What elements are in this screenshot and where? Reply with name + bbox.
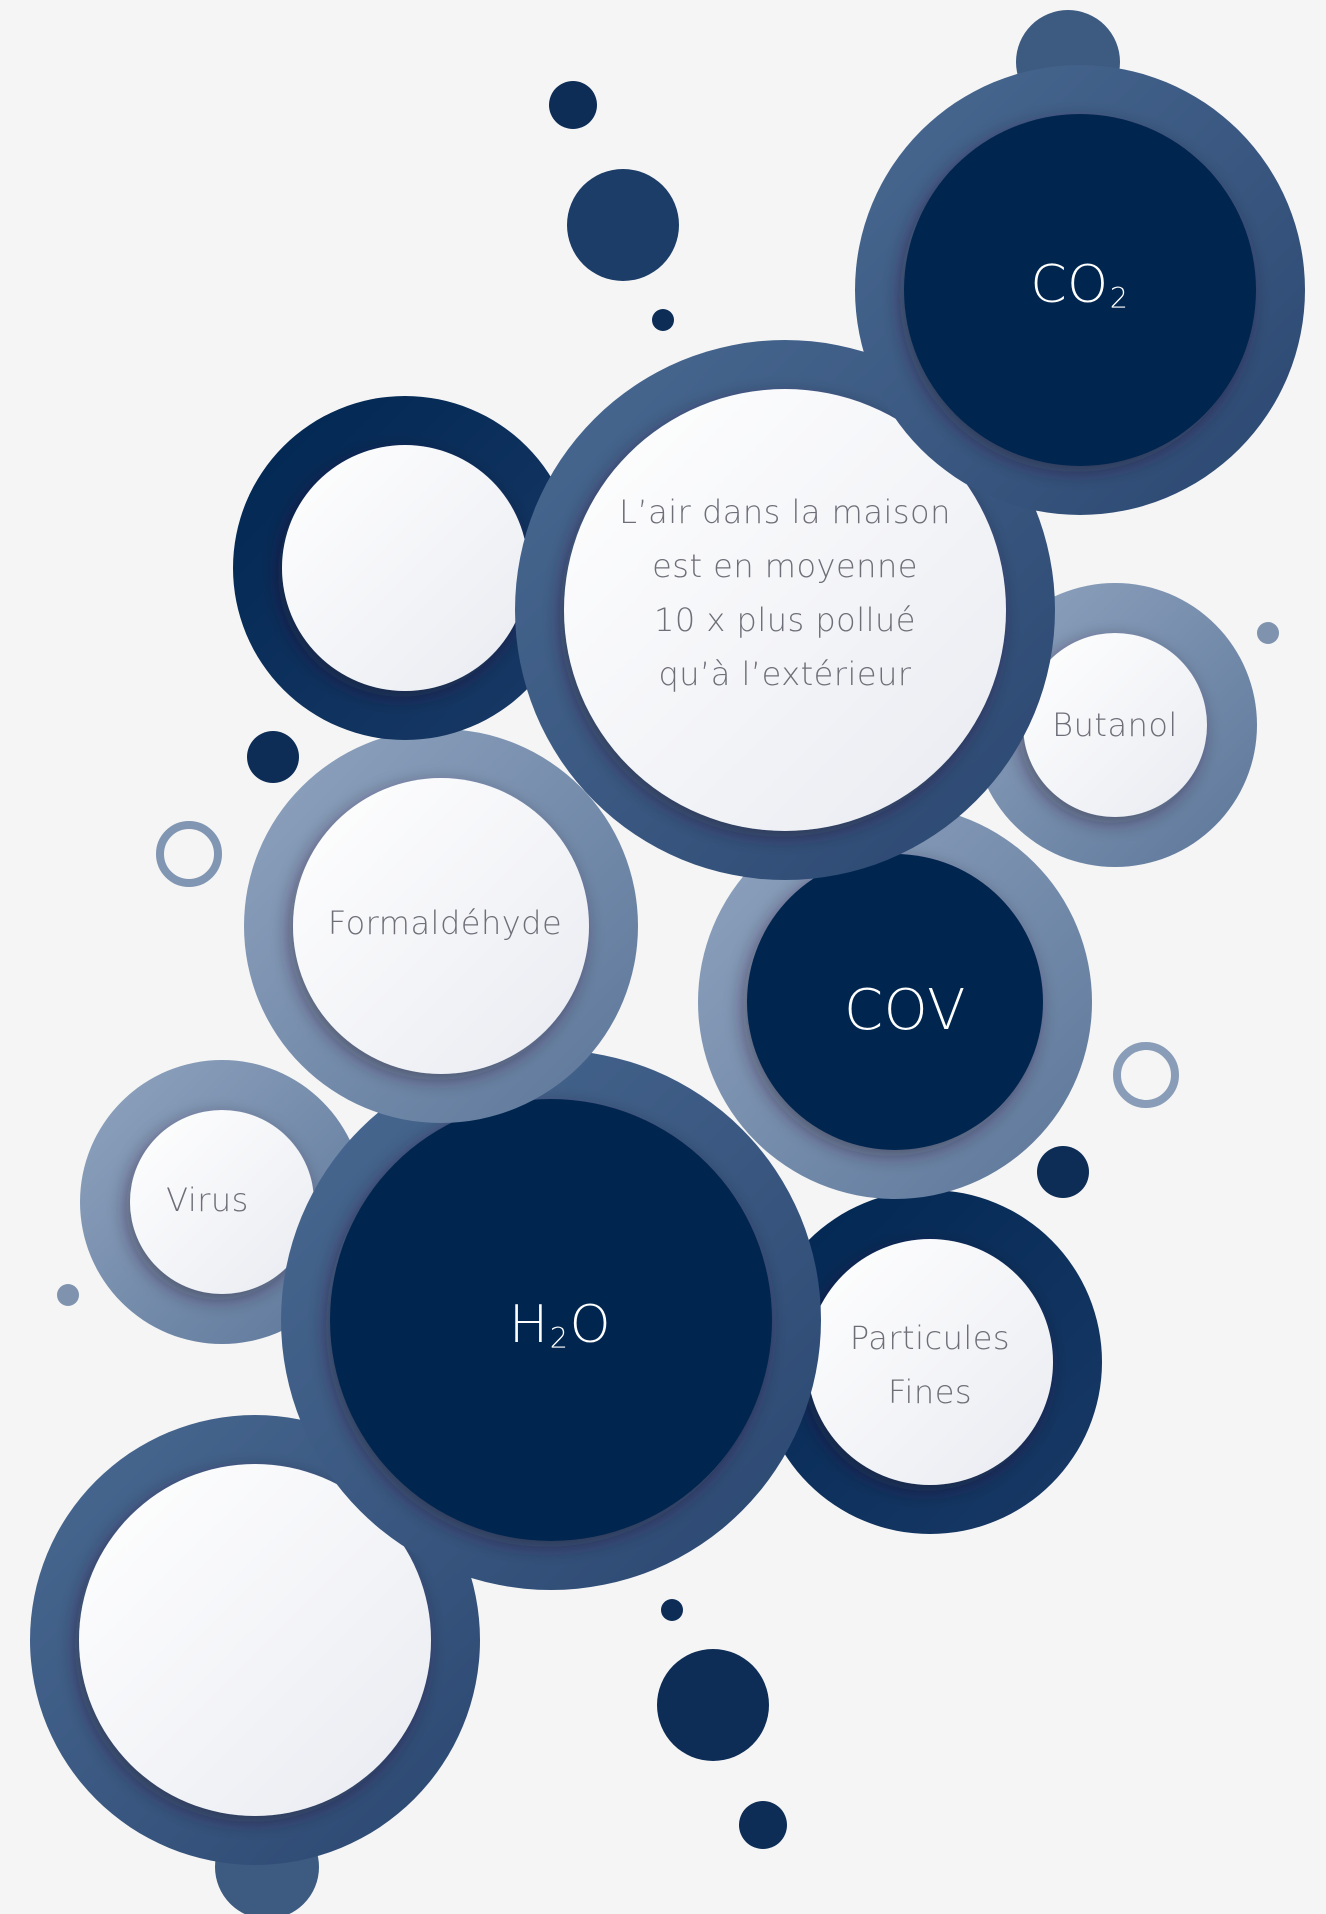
co2-subscript: 2 <box>1109 280 1129 315</box>
headline-line-1: L’air dans la maison <box>619 492 951 531</box>
bubble-headline <box>515 340 1055 880</box>
co2-main: CO <box>1030 255 1109 315</box>
h2o-subscript: 2 <box>549 1320 569 1355</box>
co2-label: CO 2 <box>980 240 1180 330</box>
headline-line-3: 10 x plus pollué <box>654 600 916 639</box>
dot-top-c <box>652 309 674 331</box>
particules-line-2: Fines <box>887 1373 973 1411</box>
dot-right-a <box>1257 622 1279 644</box>
dot-bottom-c <box>739 1801 787 1849</box>
bubble-particules <box>758 1190 1102 1534</box>
h2o-h: H <box>508 1295 549 1355</box>
bubble-bottom-left <box>30 1415 480 1865</box>
dot-bottom-a <box>661 1599 683 1621</box>
bubble-cov <box>698 805 1092 1199</box>
headline-line-2: est en moyenne <box>652 546 918 585</box>
formaldehyde-label: Formaldéhyde <box>327 904 563 942</box>
virus-label: Virus <box>166 1181 249 1219</box>
dot-left-mid <box>247 731 299 783</box>
butanol-label: Butanol <box>1052 706 1178 744</box>
dot-top-a <box>549 81 597 129</box>
bubble-formaldehyde <box>244 729 638 1123</box>
headline-line-4: qu’à l’extérieur <box>658 654 912 693</box>
bubble-h2o <box>281 1050 821 1590</box>
bubble-left-top <box>233 396 577 740</box>
ring-left <box>156 821 222 887</box>
bubble-co2 <box>855 65 1305 515</box>
headline-text: L’air dans la maison est en moyenne 10 x… <box>600 480 970 705</box>
dot-right-b <box>1037 1146 1089 1198</box>
dot-top-b <box>567 169 679 281</box>
particules-line-1: Particules <box>849 1319 1011 1357</box>
dot-bottom-b <box>657 1649 769 1761</box>
cov-label: COV <box>843 977 966 1043</box>
h2o-o: O <box>569 1295 612 1355</box>
dot-left-low <box>57 1284 79 1306</box>
ring-right <box>1113 1042 1179 1108</box>
particules-label: Particules Fines <box>830 1310 1030 1420</box>
